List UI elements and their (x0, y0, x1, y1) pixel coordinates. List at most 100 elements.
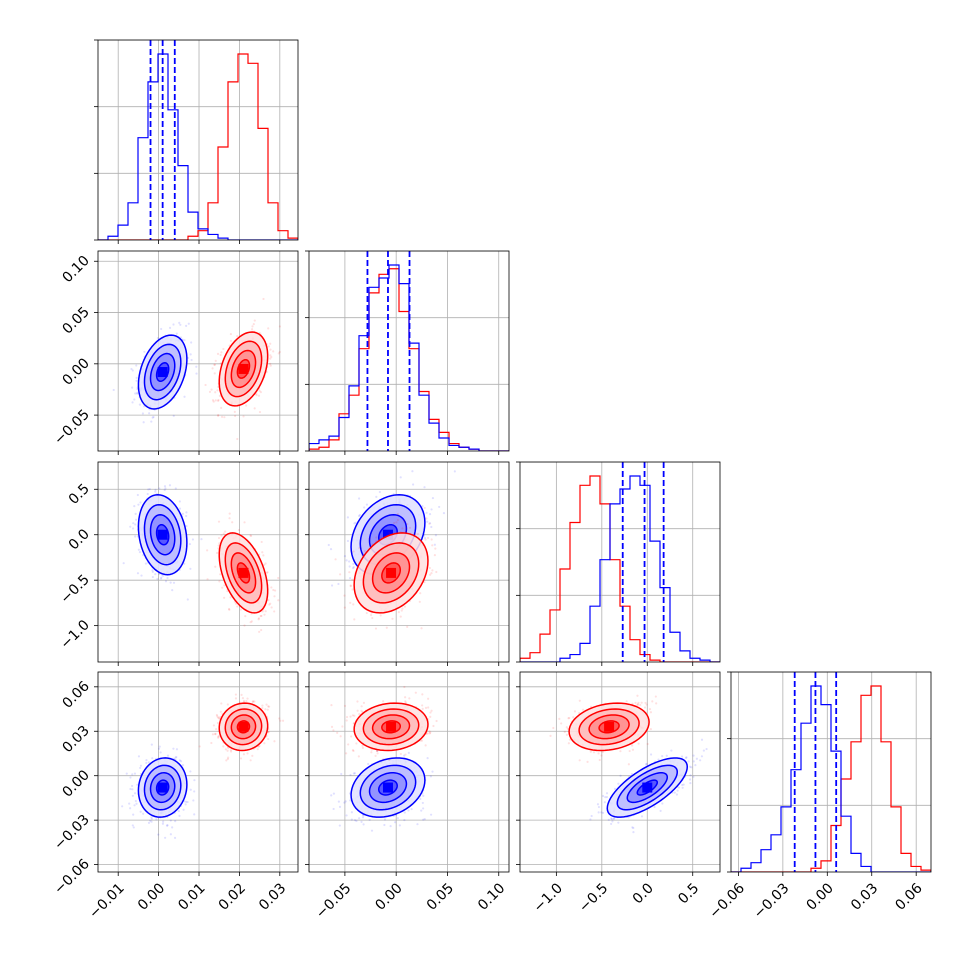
scatter-point (428, 522, 431, 525)
scatter-point (185, 511, 188, 514)
panel-2-1 (305, 461, 510, 666)
scatter-point (168, 326, 172, 329)
scatter-point (269, 354, 272, 357)
scatter-point (363, 549, 366, 553)
scatter-point (355, 742, 358, 745)
scatter-point (214, 733, 217, 736)
scatter-point (219, 573, 222, 576)
scatter-point (400, 609, 403, 612)
scatter-point (166, 754, 170, 757)
scatter-point (267, 705, 271, 708)
panel-frame (97, 250, 299, 452)
scatter-point (226, 703, 229, 706)
scatter-point (178, 321, 181, 324)
scatter-point (397, 611, 400, 614)
scatter-point (224, 748, 227, 751)
scatter-point (217, 716, 220, 720)
scatter-point (267, 599, 270, 602)
scatter-point (345, 559, 348, 562)
scatter-point (374, 627, 378, 630)
scatter-point (174, 820, 177, 823)
scatter-point (219, 353, 222, 357)
scatter-point (137, 755, 141, 758)
scatter-point (358, 546, 361, 550)
scatter-point (416, 532, 419, 535)
scatter-point (131, 369, 134, 372)
scatter-point (264, 708, 267, 711)
scatter-point (354, 521, 357, 524)
scatter-point (158, 487, 161, 490)
scatter-point (346, 516, 350, 519)
scatter-point (142, 421, 145, 424)
scatter-point (253, 407, 256, 410)
scatter-point (348, 571, 351, 574)
scatter-point (260, 614, 263, 618)
scatter-point (237, 529, 241, 532)
scatter-point (129, 787, 132, 791)
scatter-point (272, 588, 275, 592)
scatter-point (214, 732, 217, 735)
scatter-point (404, 700, 407, 703)
scatter-point (159, 577, 163, 580)
scatter-point (227, 746, 230, 750)
scatter-point (429, 775, 432, 778)
scatter-point (407, 751, 410, 754)
scatter-point (132, 813, 135, 816)
scatter-point (431, 770, 434, 773)
scatter-point (225, 759, 228, 762)
scatter-point (269, 342, 272, 345)
scatter-point (218, 542, 221, 545)
density-peak (382, 529, 393, 540)
scatter-point (128, 802, 131, 805)
scatter-point (429, 731, 432, 734)
scatter-point (158, 745, 161, 748)
scatter-point (348, 565, 351, 568)
scatter-point (150, 743, 153, 746)
scatter-point (188, 542, 192, 546)
scatter-point (135, 379, 138, 382)
scatter-point (173, 836, 177, 839)
scatter-point (429, 813, 433, 816)
scatter-point (227, 756, 230, 759)
scatter-point (343, 594, 346, 597)
scatter-point (249, 534, 253, 537)
scatter-point (348, 560, 351, 563)
scatter-point (268, 603, 271, 606)
scatter-point (189, 567, 192, 570)
scatter-point (428, 512, 432, 516)
scatter-point (215, 713, 218, 717)
scatter-point (219, 715, 222, 719)
scatter-point (411, 470, 414, 473)
y-tick-label: 0.00 (59, 355, 92, 388)
density-peak (238, 363, 249, 374)
scatter-point (421, 801, 424, 805)
scatter-point (136, 392, 139, 395)
y-tick-label: 0.05 (59, 304, 92, 337)
scatter-point (217, 735, 221, 738)
scatter-point (368, 818, 371, 822)
scatter-point (242, 415, 245, 418)
scatter-point (251, 754, 254, 757)
scatter-point (172, 747, 175, 750)
scatter-point (256, 748, 259, 751)
scatter-point (264, 562, 267, 565)
scatter-point (131, 401, 134, 404)
scatter-point (396, 512, 400, 516)
scatter-point (236, 335, 239, 338)
scatter-point (174, 756, 177, 759)
scatter-point (361, 553, 364, 557)
scatter-point (161, 574, 165, 577)
scatter-point (403, 754, 406, 757)
y-tick-label: 0.0 (66, 526, 93, 553)
scatter-point (192, 799, 195, 802)
scatter-point (145, 761, 148, 765)
scatter-point (172, 581, 176, 584)
scatter-point (223, 416, 226, 419)
scatter-point (358, 513, 361, 517)
scatter-point (230, 750, 233, 753)
scatter-point (131, 386, 134, 389)
scatter-point (423, 536, 427, 540)
scatter-point (278, 325, 281, 328)
scatter-point (210, 741, 213, 745)
scatter-point (430, 538, 433, 541)
